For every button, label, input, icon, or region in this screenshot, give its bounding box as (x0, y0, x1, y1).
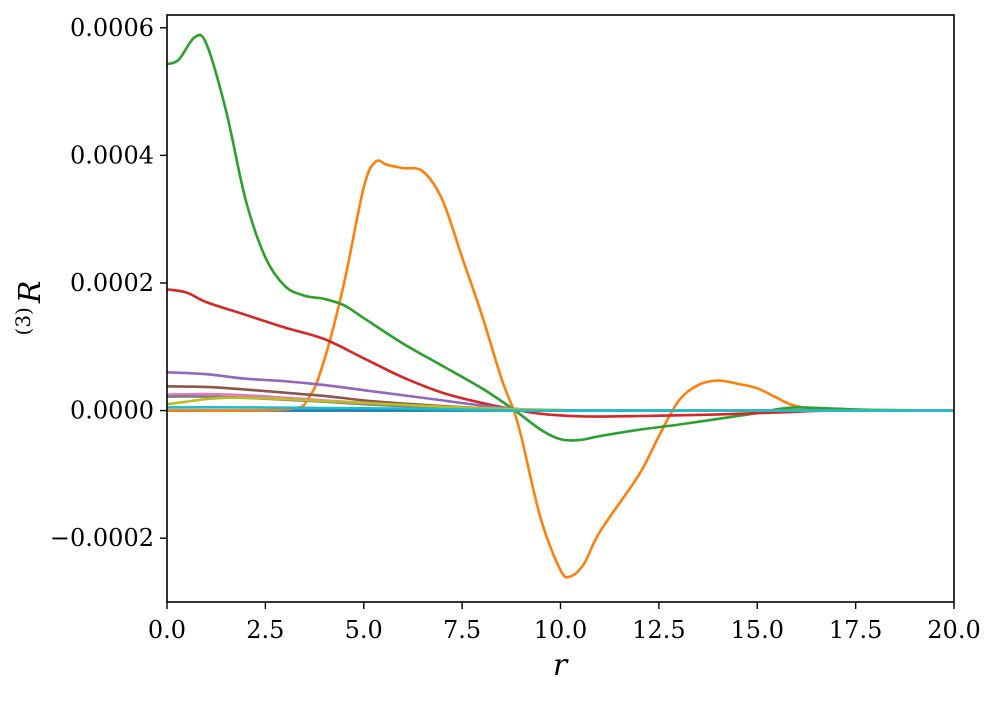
y-axis: −0.0002 0.0000 0.0002 0.0004 0.0006 (50, 14, 167, 552)
x-tick-label: 0.0 (148, 616, 186, 644)
y-axis-label-prefix: (3) (11, 307, 35, 335)
x-tick-label: 10.0 (534, 616, 587, 644)
x-tick-label: 17.5 (829, 616, 882, 644)
x-tick-label: 5.0 (345, 616, 383, 644)
y-tick-label: 0.0000 (70, 397, 154, 425)
y-tick-label: 0.0004 (70, 141, 154, 169)
y-tick-label: 0.0006 (70, 14, 154, 42)
y-tick-label: 0.0002 (70, 269, 154, 297)
y-axis-label: (3) R (11, 281, 48, 336)
x-tick-label: 12.5 (632, 616, 685, 644)
x-tick-label: 2.5 (246, 616, 284, 644)
series-line-4 (167, 288, 954, 418)
y-axis-label-symbol: R (13, 281, 48, 305)
series-line-3 (167, 33, 954, 442)
plot-frame (166, 14, 955, 603)
x-axis-label: r (553, 648, 569, 683)
x-tick-label: 15.0 (731, 616, 784, 644)
x-tick-label: 7.5 (443, 616, 481, 644)
x-axis: 0.0 2.5 5.0 7.5 10.0 12.5 15.0 17.5 20.0 (148, 602, 981, 644)
series-line-10 (167, 406, 954, 412)
series-line-2 (167, 159, 954, 579)
y-tick-label: −0.0002 (50, 524, 154, 552)
x-tick-label: 20.0 (927, 616, 980, 644)
series-layer (167, 33, 954, 579)
